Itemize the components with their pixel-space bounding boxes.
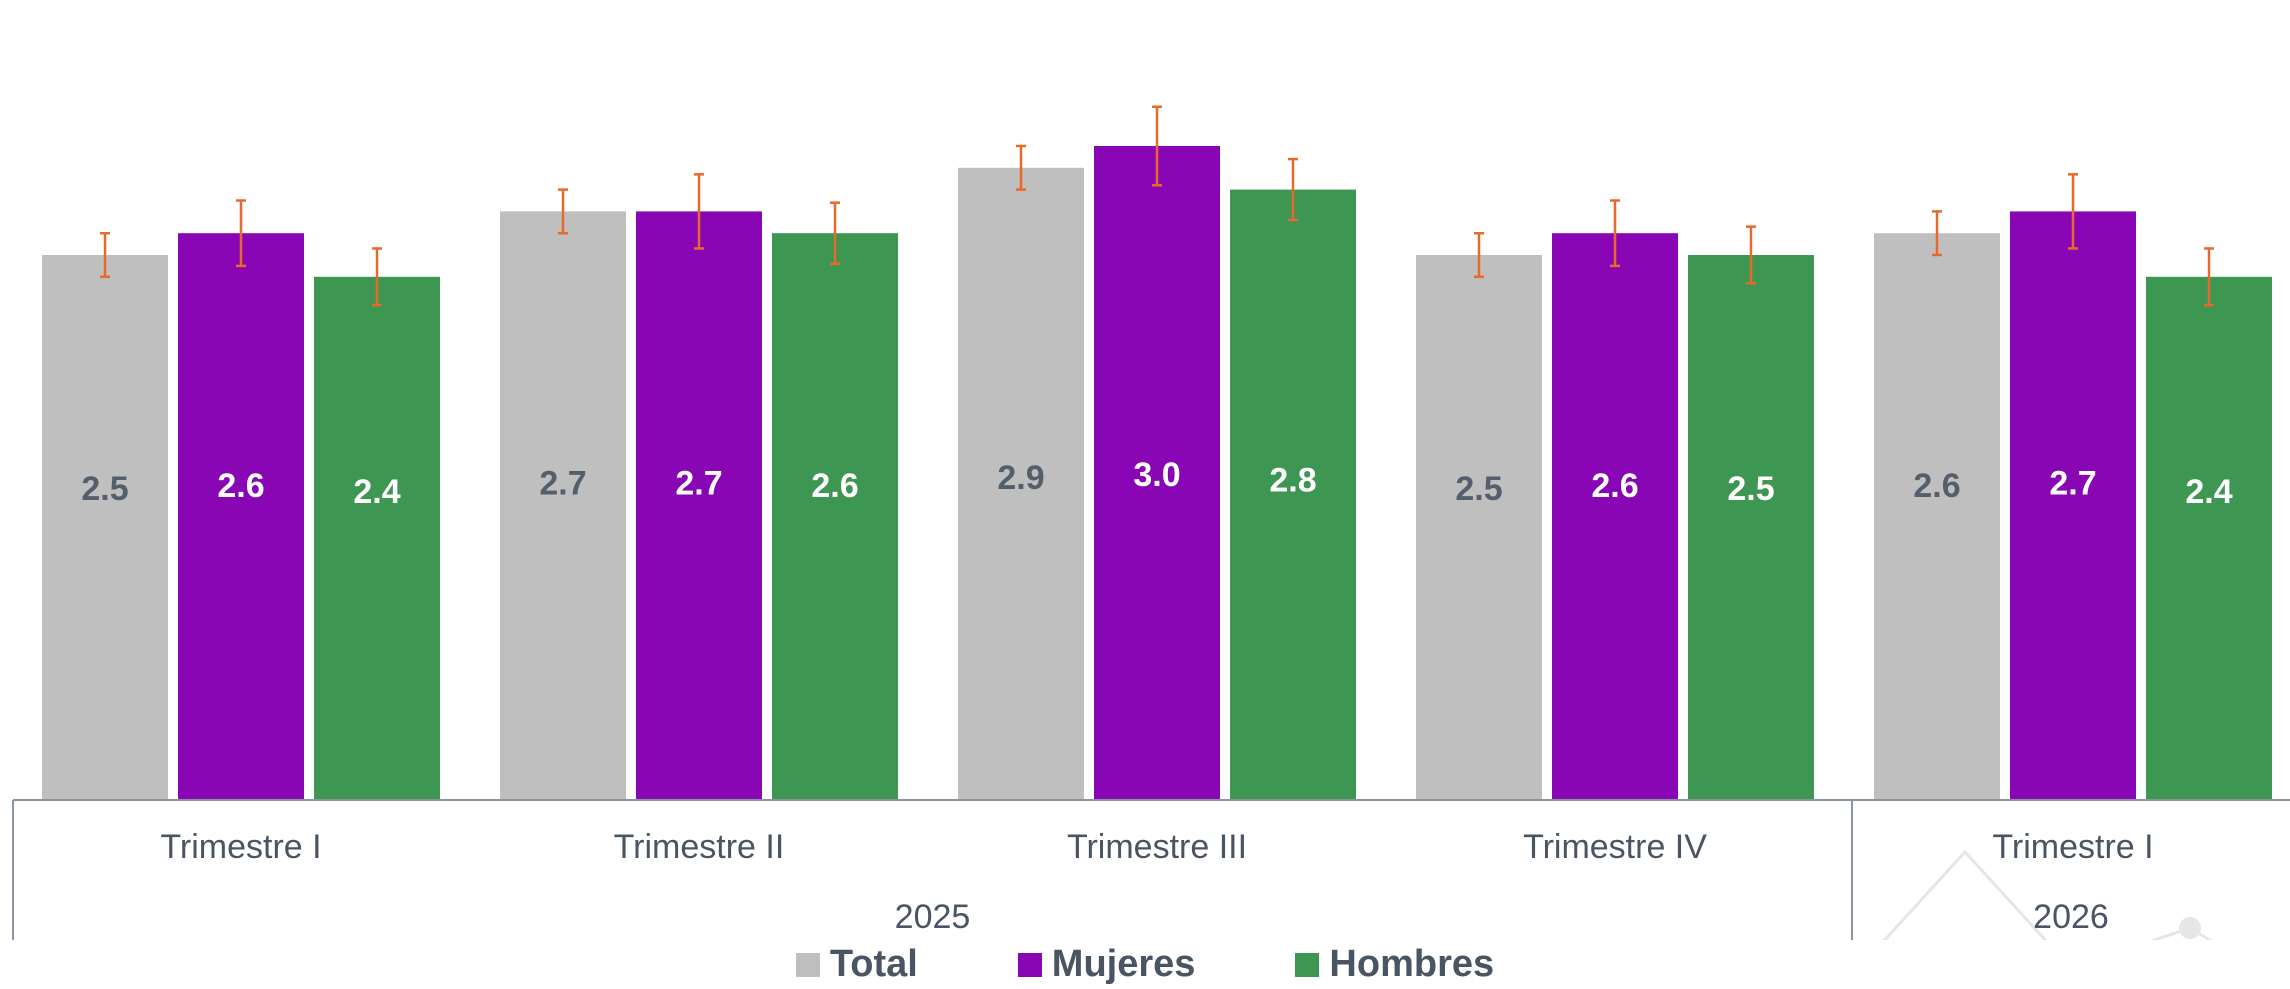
bar-hombres-5 <box>2146 276 2272 800</box>
legend-label-mujeres: Mujeres <box>1051 943 1196 985</box>
category-label-4: Trimestre IV <box>1523 828 1707 866</box>
data-label-hombres-1: 2.4 <box>353 473 400 511</box>
legend-item-hombres: Hombres <box>1295 943 1494 986</box>
background-decoration <box>1882 849 2213 940</box>
year-label-2025: 2025 <box>895 898 971 936</box>
bar-total-4 <box>1416 255 1542 800</box>
data-label-hombres-3: 2.8 <box>1269 462 1316 500</box>
data-label-total-5: 2.6 <box>1913 467 1960 505</box>
error-bar-hombres-4 <box>1746 225 1756 285</box>
category-label-3: Trimestre III <box>1067 828 1247 866</box>
error-bar-total-5 <box>1932 210 1942 257</box>
legend-swatch-hombres <box>1295 952 1320 977</box>
bar-total-5 <box>1874 233 2000 800</box>
data-label-mujeres-5: 2.7 <box>2049 464 2096 502</box>
category-label-2: Trimestre II <box>614 828 785 866</box>
legend-swatch-mujeres <box>1017 952 1042 977</box>
data-label-hombres-2: 2.6 <box>811 467 858 505</box>
error-bar-total-3 <box>1016 144 1026 191</box>
bar-total-1 <box>42 255 168 800</box>
error-bar-total-2 <box>558 188 568 235</box>
bar-mujeres-2 <box>636 211 762 800</box>
bar-hombres-3 <box>1230 189 1356 801</box>
data-label-mujeres-2: 2.7 <box>675 464 722 502</box>
legend: Total Mujeres Hombres <box>0 940 2290 989</box>
error-bar-mujeres-5 <box>2068 173 2078 250</box>
error-bar-hombres-2 <box>830 201 840 265</box>
data-label-total-2: 2.7 <box>539 464 586 502</box>
data-label-total-1: 2.5 <box>81 470 128 508</box>
error-bar-hombres-5 <box>2204 247 2214 307</box>
bar-mujeres-1 <box>178 233 304 800</box>
category-label-5: Trimestre I <box>1992 828 2153 866</box>
bar-mujeres-5 <box>2010 211 2136 800</box>
error-bar-total-4 <box>1474 231 1484 279</box>
bar-hombres-2 <box>772 233 898 800</box>
bar-hombres-4 <box>1688 255 1814 800</box>
error-bar-mujeres-3 <box>1152 105 1162 187</box>
error-bar-mujeres-2 <box>694 173 704 250</box>
data-label-total-4: 2.5 <box>1455 470 1502 508</box>
data-label-hombres-5: 2.4 <box>2185 473 2232 511</box>
data-label-total-3: 2.9 <box>997 459 1044 497</box>
legend-swatch-total <box>795 952 820 977</box>
error-bar-mujeres-4 <box>1610 199 1620 268</box>
bar-chart: 2.5 2.6 2.4 2.7 2.7 2.6 2.9 3.0 2.8 2.5 2.6 2.5 2.6 2… <box>12 105 2290 940</box>
error-bar-total-1 <box>100 231 110 279</box>
error-bar-hombres-1 <box>372 247 382 307</box>
bar-total-3 <box>958 167 1084 801</box>
data-label-hombres-4: 2.5 <box>1727 470 1774 508</box>
error-bar-hombres-3 <box>1288 157 1298 222</box>
legend-item-total: Total <box>795 943 918 986</box>
data-label-mujeres-1: 2.6 <box>217 467 264 505</box>
bar-mujeres-4 <box>1552 233 1678 800</box>
year-label-2026: 2026 <box>2033 898 2109 936</box>
bar-hombres-1 <box>314 276 440 800</box>
legend-item-mujeres: Mujeres <box>1017 943 1196 986</box>
category-label-1: Trimestre I <box>160 828 321 866</box>
data-label-mujeres-4: 2.6 <box>1591 467 1638 505</box>
bar-total-2 <box>500 211 626 800</box>
error-bar-mujeres-1 <box>236 199 246 268</box>
legend-label-total: Total <box>829 943 918 985</box>
data-label-mujeres-3: 3.0 <box>1133 456 1180 494</box>
legend-label-hombres: Hombres <box>1329 943 1495 985</box>
bar-mujeres-3 <box>1094 146 1220 800</box>
